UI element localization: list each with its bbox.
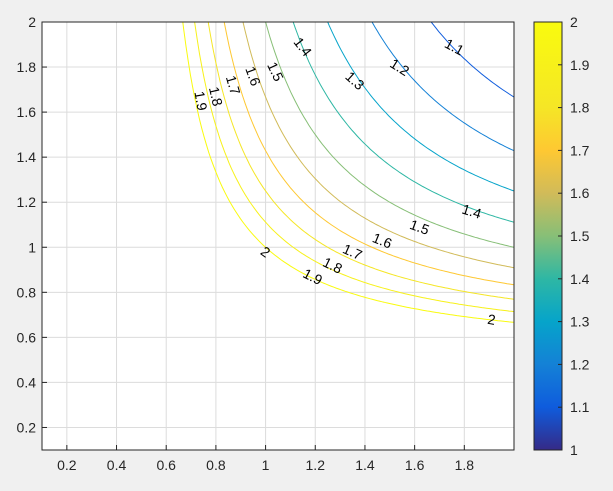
contour-label-6: 1.7 xyxy=(223,74,244,97)
x-tick-label-1: 0.4 xyxy=(107,457,127,473)
x-tick-label-7: 1.6 xyxy=(405,457,425,473)
contour-label-11: 1.6 xyxy=(370,229,394,251)
contour-label-5: 1.6 xyxy=(242,64,264,88)
x-tick-label-5: 1.2 xyxy=(306,457,326,473)
colorbar-tick-label-5: 1.5 xyxy=(570,228,590,244)
x-tick-label-6: 1.4 xyxy=(355,457,375,473)
colorbar-tick-label-8: 1.8 xyxy=(570,100,590,116)
colorbar-tick-label-6: 1.6 xyxy=(570,185,590,201)
plot-frame xyxy=(41,21,515,451)
x-tick-label-4: 1 xyxy=(262,457,270,473)
x-tick-label-8: 1.8 xyxy=(455,457,475,473)
contour-labels: 1.11.21.31.41.51.61.71.81.91.41.51.61.71… xyxy=(191,34,497,328)
y-tick-label-5: 1.2 xyxy=(17,194,37,210)
x-tick-label-0: 0.2 xyxy=(57,457,77,473)
contour-label-10: 1.5 xyxy=(408,216,432,238)
y-tick-label-7: 1.6 xyxy=(17,104,37,120)
y-tick-label-2: 0.6 xyxy=(17,329,37,345)
colorbar-tick-label-0: 1 xyxy=(570,442,578,458)
contour-line-1-6 xyxy=(242,22,514,269)
y-tick-label-1: 0.4 xyxy=(17,374,37,390)
contour-label-14: 1.9 xyxy=(300,265,325,288)
x-tick-label-3: 0.8 xyxy=(206,457,226,473)
contour-label-13: 1.8 xyxy=(320,254,345,277)
y-tick-label-9: 2 xyxy=(28,14,36,30)
x-tick-label-2: 0.6 xyxy=(156,457,176,473)
colorbar-tick-label-3: 1.3 xyxy=(570,314,590,330)
y-tick-label-6: 1.4 xyxy=(17,149,37,165)
contour-label-7: 1.8 xyxy=(206,85,226,108)
y-tick-label-8: 1.8 xyxy=(17,59,37,75)
contour-line-1-8 xyxy=(207,22,514,300)
x-axis: 0.2 0.4 0.6 0.8 1 1.2 1.4 1.6 1.8 xyxy=(57,445,474,473)
y-axis: 0.2 0.4 0.6 0.8 1 1.2 1.4 1.6 1.8 2 xyxy=(17,14,47,435)
grid-lines xyxy=(42,21,514,450)
contour-line-1-4 xyxy=(292,22,514,223)
contour-label-12: 1.7 xyxy=(340,241,364,264)
contour-line-1-3 xyxy=(327,22,514,192)
y-tick-label-3: 0.8 xyxy=(17,284,37,300)
contour-line-1-9 xyxy=(194,22,514,313)
colorbar-tick-label-10: 2 xyxy=(570,14,578,30)
contour-lines xyxy=(182,22,514,323)
y-tick-label-0: 0.2 xyxy=(17,419,37,435)
contour-label-4: 1.5 xyxy=(264,59,287,84)
colorbar-axis: 1 1.1 1.2 1.3 1.4 1.5 1.6 1.7 1.8 1.9 2 xyxy=(558,14,590,458)
contour-line-1-2 xyxy=(371,22,514,152)
plot-area xyxy=(42,22,514,450)
y-tick-label-4: 1 xyxy=(28,239,36,255)
colorbar xyxy=(533,21,563,451)
contour-label-8: 1.9 xyxy=(191,90,210,112)
contour-line-2 xyxy=(182,22,514,323)
contour-label-16: 2 xyxy=(486,311,497,328)
contour-line-1-7 xyxy=(223,22,514,286)
contour-line-1-5 xyxy=(265,22,514,248)
colorbar-tick-label-4: 1.4 xyxy=(570,271,590,287)
colorbar-tick-label-9: 1.9 xyxy=(570,57,590,73)
colorbar-tick-label-2: 1.2 xyxy=(570,356,590,372)
colorbar-tick-label-1: 1.1 xyxy=(570,399,590,415)
colorbar-tick-label-7: 1.7 xyxy=(570,142,590,158)
contour-label-9: 1.4 xyxy=(460,201,483,222)
